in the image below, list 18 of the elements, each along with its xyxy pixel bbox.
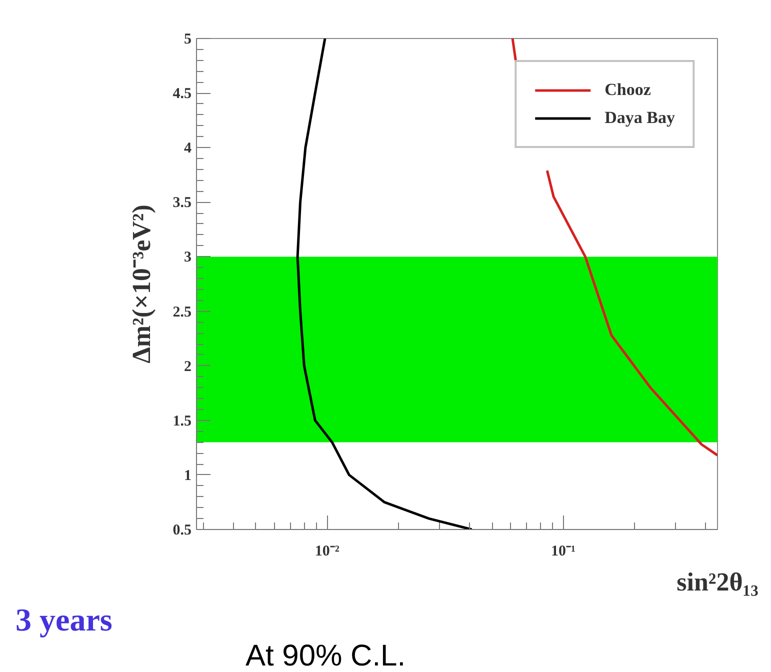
- y-tick-label: 4: [184, 140, 192, 157]
- y-tick-label: 2: [184, 358, 192, 375]
- y-tick-label: 5: [184, 32, 192, 48]
- legend-label: Daya Bay: [604, 108, 675, 128]
- x-tick-label: 10⁻¹: [550, 544, 576, 560]
- y-tick-label: 3: [184, 250, 192, 266]
- text: 3 years: [16, 602, 112, 638]
- y-tick-label: 3.5: [172, 195, 192, 212]
- y-tick-label: 1.5: [172, 413, 192, 430]
- y-tick-label: 1: [184, 468, 192, 484]
- y-tick-label: 0.5: [172, 522, 192, 538]
- y-tick-label: 2.5: [172, 304, 192, 320]
- y-axis-title: Δm²(×10⁻³eV²): [126, 204, 156, 364]
- y-tick-label: 4.5: [172, 86, 192, 102]
- x-tick-label: 10⁻²: [314, 544, 340, 560]
- x-axis-title: sin²2θ₁₃: [676, 568, 759, 596]
- text: At 90% C.L.: [246, 640, 406, 672]
- legend-label: Chooz: [604, 80, 651, 100]
